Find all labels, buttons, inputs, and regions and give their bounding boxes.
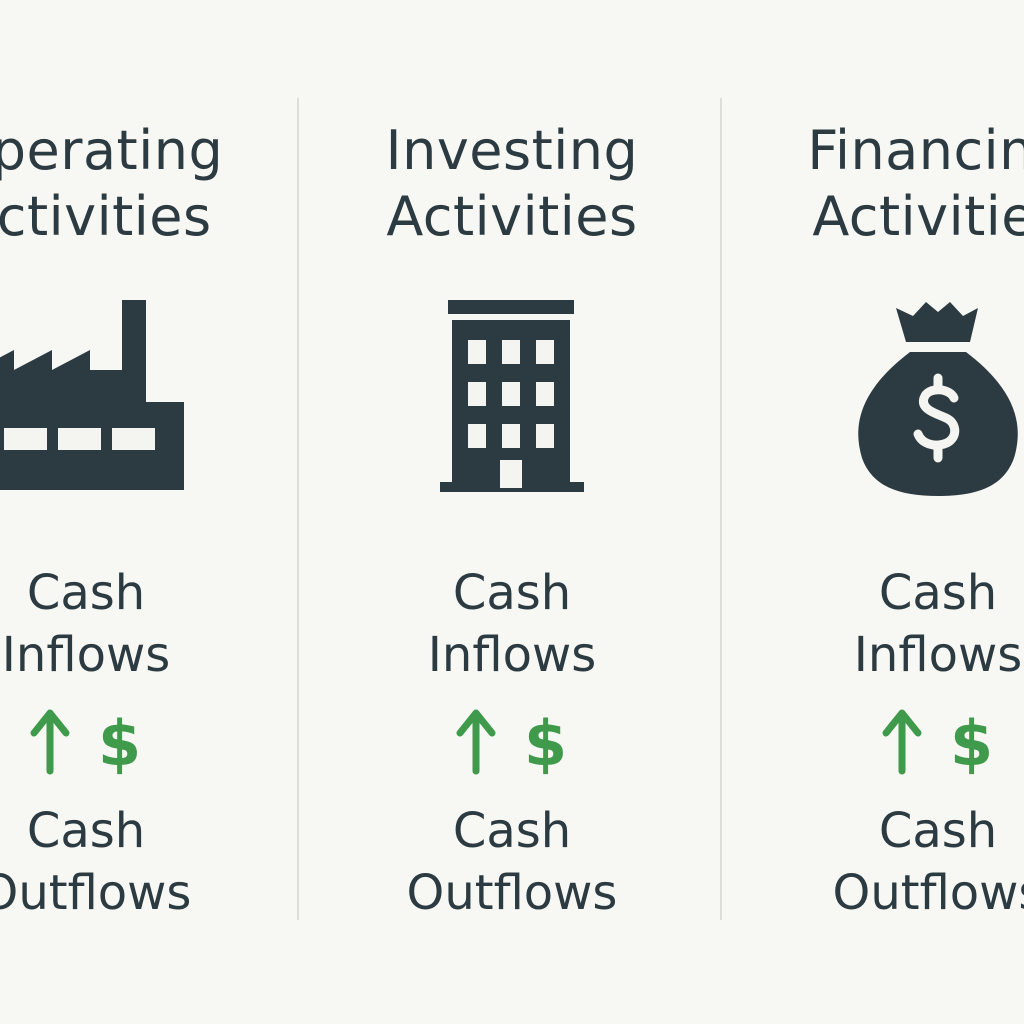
title-line: Investing bbox=[385, 119, 639, 182]
investing-activities-column: Investing Activities bbox=[352, 0, 672, 1024]
label-line: Inflows bbox=[853, 627, 1023, 683]
money-bag-icon bbox=[778, 290, 1024, 500]
title-line: Operating bbox=[0, 119, 224, 182]
cash-inflows-label: Cash Inflows bbox=[352, 562, 672, 686]
cash-outflows-label: Cash Outflows bbox=[778, 800, 1024, 924]
inflow-indicators: $ bbox=[352, 705, 672, 785]
label-line: Outflows bbox=[832, 865, 1024, 921]
cash-outflows-label: Cash Outflows bbox=[352, 800, 672, 924]
column-title: Financing Activities bbox=[778, 118, 1024, 250]
column-divider bbox=[297, 98, 299, 920]
label-line: Outflows bbox=[406, 865, 618, 921]
label-line: Cash bbox=[26, 565, 146, 621]
dollar-icon: $ bbox=[524, 707, 568, 780]
financing-activities-column: Financing Activities Cash Inflows $ Cash… bbox=[778, 0, 1024, 1024]
office-building-icon bbox=[352, 290, 672, 500]
inflow-indicators: $ bbox=[0, 705, 246, 785]
title-line: Activities bbox=[812, 185, 1024, 248]
column-title: Operating Activities bbox=[0, 118, 246, 250]
dollar-icon: $ bbox=[98, 707, 142, 780]
label-line: Cash bbox=[878, 803, 998, 859]
arrow-up-icon bbox=[882, 709, 922, 775]
cash-inflows-label: Cash Inflows bbox=[778, 562, 1024, 686]
column-title: Investing Activities bbox=[352, 118, 672, 250]
dollar-icon: $ bbox=[950, 707, 994, 780]
label-line: Cash bbox=[26, 803, 146, 859]
factory-icon bbox=[0, 290, 246, 500]
arrow-up-icon bbox=[30, 709, 70, 775]
title-line: Financing bbox=[807, 119, 1024, 182]
cash-inflows-label: Cash Inflows bbox=[0, 562, 246, 686]
label-line: Cash bbox=[878, 565, 998, 621]
title-line: Activities bbox=[0, 185, 212, 248]
inflow-indicators: $ bbox=[778, 705, 1024, 785]
label-line: Cash bbox=[452, 565, 572, 621]
arrow-up-icon bbox=[456, 709, 496, 775]
label-line: Cash bbox=[452, 803, 572, 859]
column-divider bbox=[720, 98, 722, 920]
cash-outflows-label: Cash Outflows bbox=[0, 800, 246, 924]
label-line: Inflows bbox=[1, 627, 171, 683]
operating-activities-column: Operating Activities Cash Inflows $ Cash… bbox=[0, 0, 246, 1024]
title-line: Activities bbox=[386, 185, 638, 248]
label-line: Outflows bbox=[0, 865, 192, 921]
label-line: Inflows bbox=[427, 627, 597, 683]
